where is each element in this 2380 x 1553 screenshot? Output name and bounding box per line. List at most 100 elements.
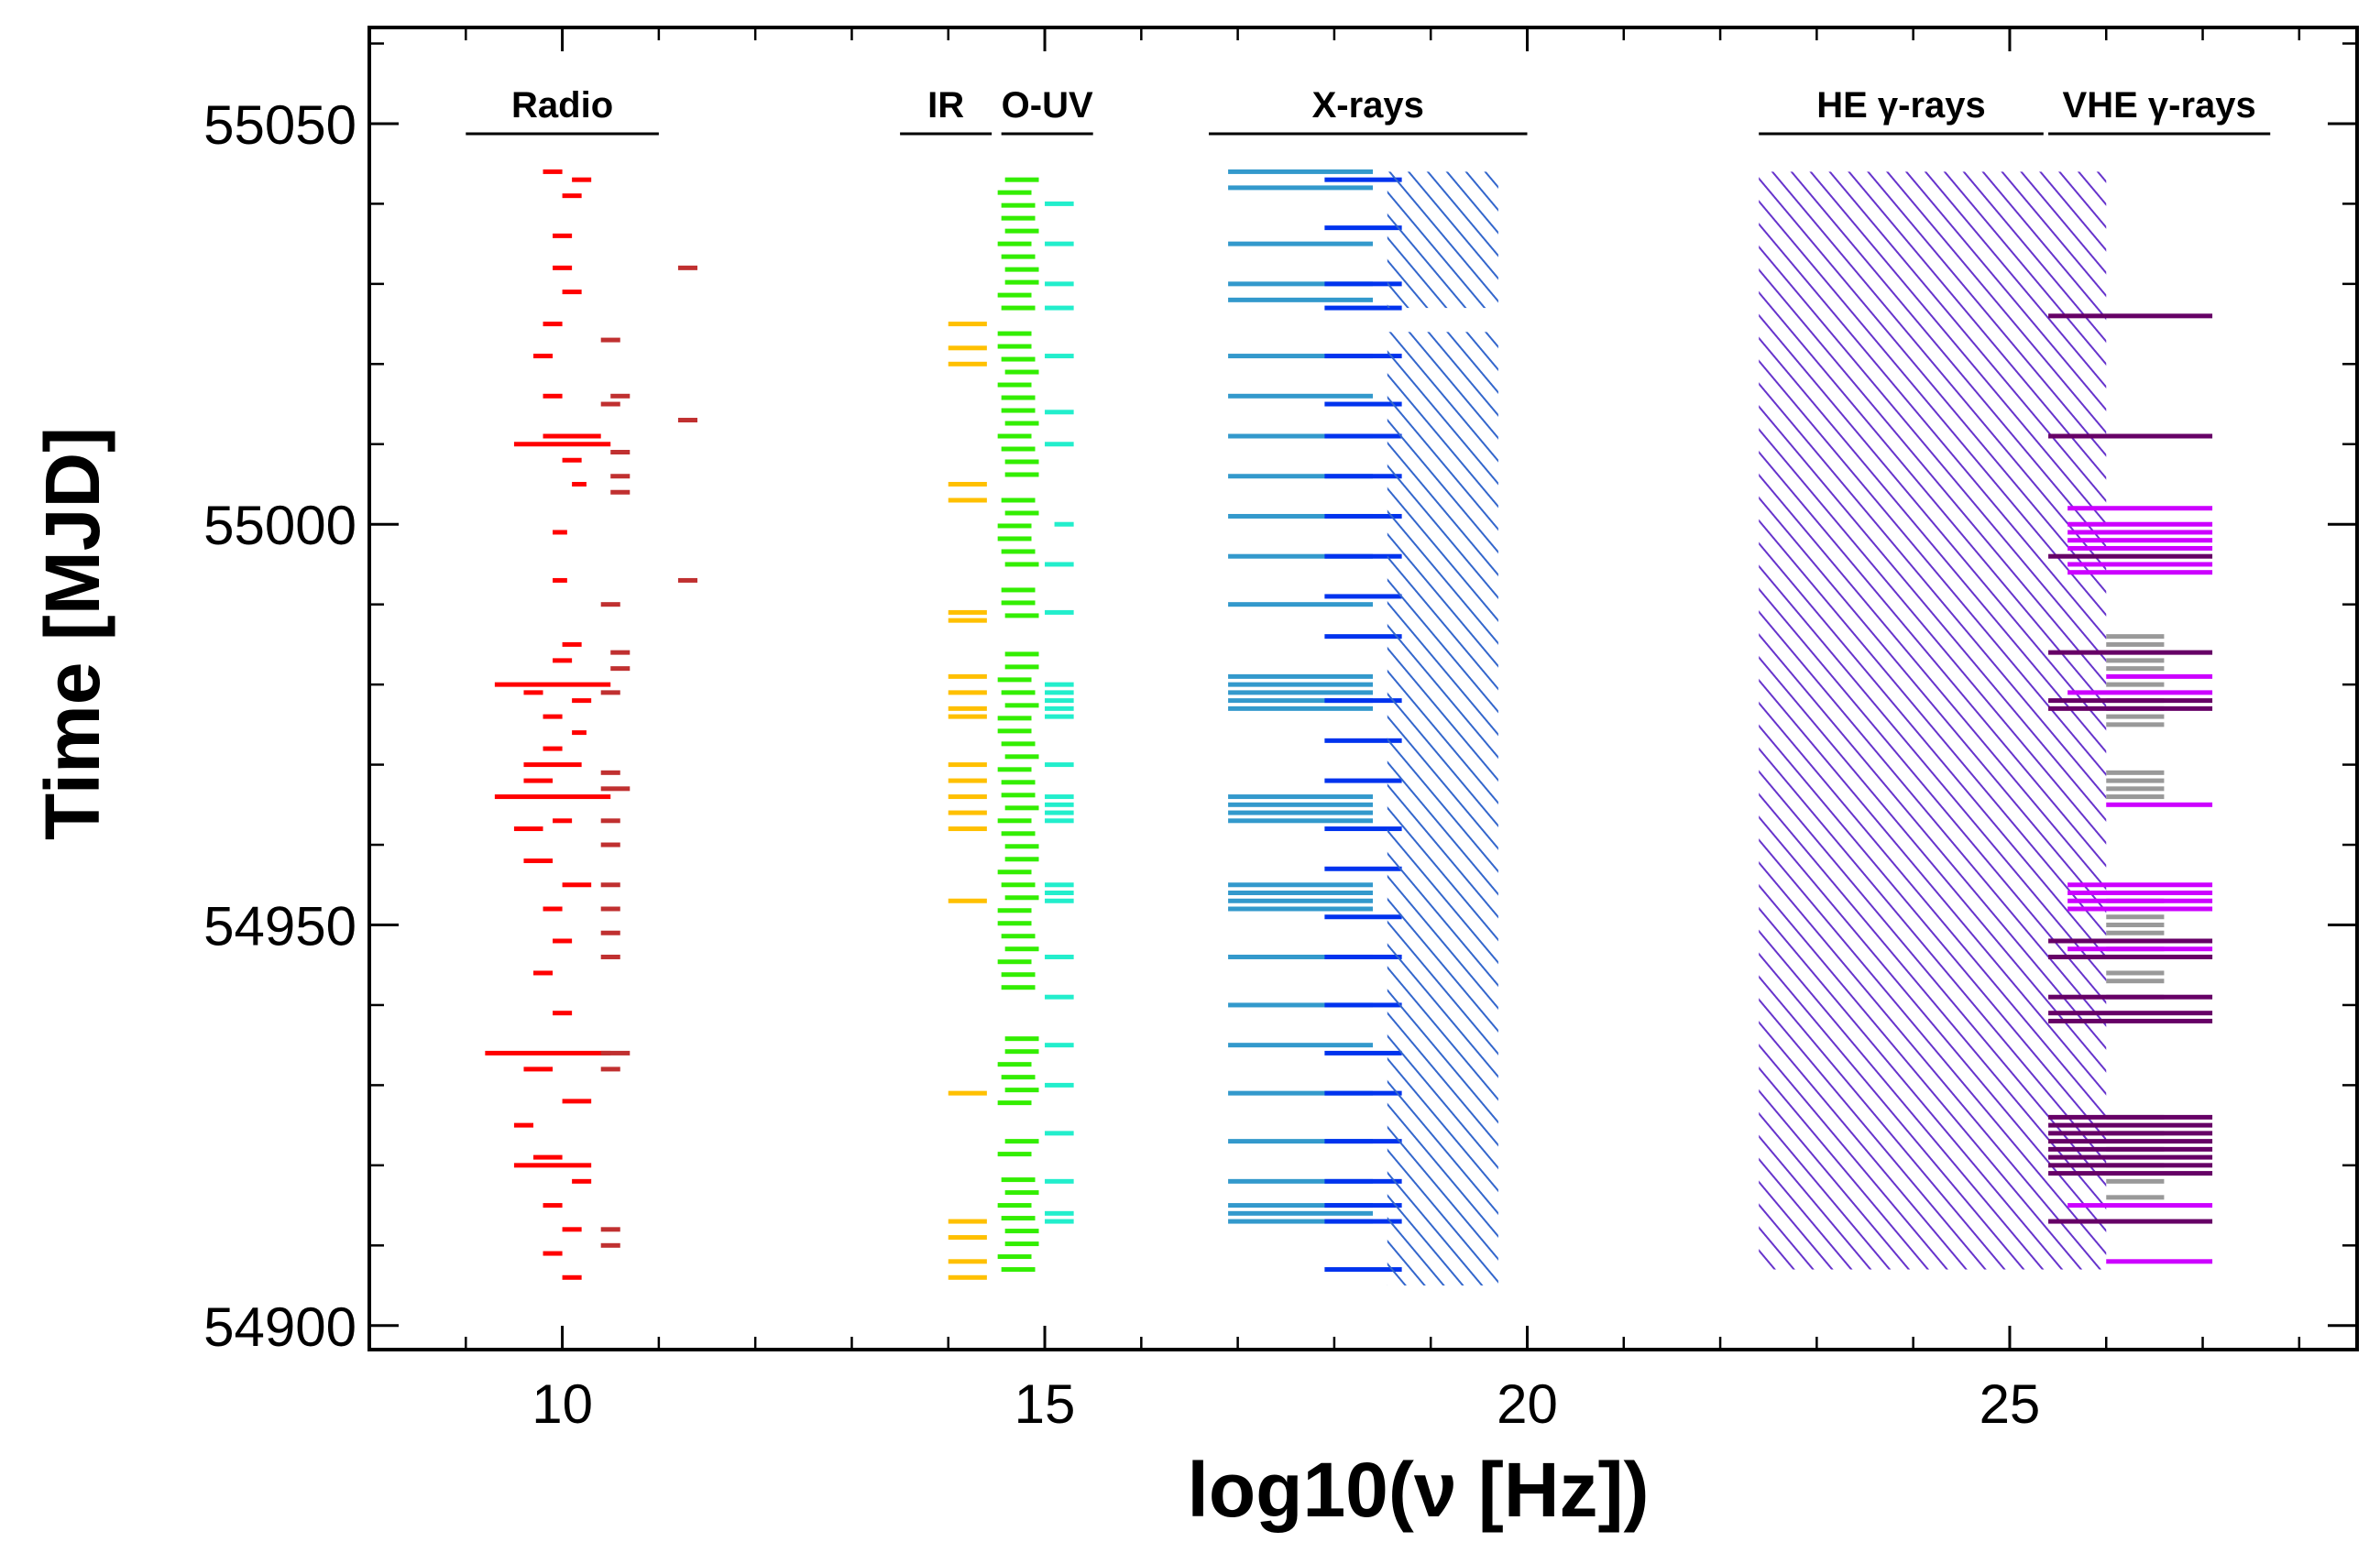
- series-whipple-veritas: [2067, 506, 2213, 1264]
- observation-segment: [1324, 305, 1402, 311]
- observation-segment: [600, 882, 620, 888]
- observation-segment: [2106, 658, 2165, 663]
- observation-segment: [1045, 994, 1074, 1000]
- observation-segment: [1228, 698, 1374, 704]
- observation-segment: [2048, 1171, 2213, 1176]
- observation-segment: [562, 457, 582, 463]
- observation-segment: [2048, 1122, 2213, 1128]
- data-series: [485, 169, 2213, 1286]
- observation-segment: [553, 938, 573, 944]
- observation-segment: [1004, 472, 1039, 477]
- observation-segment: [1045, 810, 1074, 815]
- observation-segment: [1228, 1219, 1374, 1224]
- observation-segment: [2106, 714, 2165, 719]
- observation-segment: [562, 1099, 592, 1104]
- series-fermi-lat: [1759, 171, 2107, 1270]
- observation-segment: [1045, 410, 1074, 415]
- observation-segment: [2067, 545, 2213, 551]
- observation-segment: [532, 1154, 563, 1160]
- observation-segment: [610, 666, 631, 672]
- observation-segment: [2106, 673, 2213, 679]
- observation-segment: [1228, 673, 1374, 679]
- observation-segment: [1045, 794, 1074, 800]
- observation-segment: [1228, 513, 1374, 519]
- observation-segment: [997, 677, 1032, 683]
- observation-segment: [1004, 510, 1039, 516]
- observation-segment: [600, 690, 620, 695]
- observation-segment: [1228, 433, 1374, 439]
- observation-segment: [1045, 891, 1074, 896]
- observation-segment: [1324, 1219, 1402, 1224]
- observation-segment: [1228, 281, 1374, 287]
- observation-segment: [997, 190, 1032, 195]
- observation-segment: [532, 354, 554, 359]
- observation-segment: [2048, 994, 2213, 1000]
- observation-segment: [543, 906, 563, 912]
- observation-segment: [494, 682, 611, 687]
- series-magic: [2106, 634, 2165, 1200]
- observation-segment: [2048, 433, 2213, 439]
- y-tick-label: 54900: [203, 1296, 356, 1358]
- observation-segment: [948, 1219, 987, 1224]
- observation-segment: [1228, 393, 1374, 399]
- observation-segment: [600, 954, 620, 959]
- observation-segment: [948, 705, 987, 711]
- observation-segment: [1004, 228, 1039, 234]
- observation-segment: [1001, 600, 1036, 606]
- observation-segment: [600, 930, 620, 935]
- observation-segment: [562, 1274, 582, 1280]
- observation-segment: [600, 602, 620, 607]
- observation-segment: [997, 716, 1032, 721]
- observation-segment: [1324, 354, 1402, 359]
- observation-segment: [2067, 506, 2213, 511]
- observation-segment: [1001, 690, 1036, 695]
- series-optical: [997, 177, 1039, 1273]
- observation-segment: [600, 1227, 620, 1232]
- observation-segment: [1228, 882, 1374, 888]
- observation-segment: [1004, 857, 1039, 862]
- observation-segment: [1045, 281, 1074, 287]
- observation-segment: [1324, 1139, 1402, 1144]
- observation-segment: [543, 393, 563, 399]
- observation-segment: [2106, 914, 2165, 920]
- observation-segment: [1001, 498, 1036, 503]
- observation-segment: [1228, 682, 1374, 687]
- observation-segment: [997, 241, 1032, 246]
- series-hard-x-rays-rxte-: [1324, 177, 1402, 1273]
- observation-segment: [1228, 1210, 1374, 1216]
- observation-segment: [948, 762, 987, 768]
- observation-segment: [948, 778, 987, 783]
- observation-segment: [677, 577, 697, 583]
- observation-segment: [948, 1235, 987, 1241]
- observation-segment: [1228, 818, 1374, 824]
- observation-segment: [1001, 882, 1036, 888]
- observation-segment: [562, 193, 582, 199]
- observation-segment: [997, 818, 1032, 824]
- observation-segment: [2067, 570, 2213, 575]
- observation-segment: [1001, 1267, 1036, 1273]
- observation-segment: [948, 826, 987, 832]
- observation-segment: [600, 770, 620, 775]
- observation-segment: [2048, 313, 2213, 319]
- observation-segment: [677, 418, 697, 423]
- observation-segment: [1004, 946, 1039, 952]
- y-tick-label: 55000: [203, 495, 356, 556]
- observation-segment: [1324, 281, 1402, 287]
- observation-segment: [1004, 844, 1039, 849]
- observation-segment: [523, 690, 543, 695]
- observation-segment: [1004, 1049, 1039, 1055]
- observation-segment: [1324, 1203, 1402, 1208]
- observation-segment: [1001, 305, 1036, 311]
- observation-segment: [562, 641, 582, 647]
- observation-segment: [1004, 177, 1039, 182]
- observation-segment: [1004, 1036, 1039, 1042]
- observation-segment: [610, 474, 631, 479]
- observation-segment: [2067, 906, 2213, 912]
- observation-segment: [1001, 793, 1036, 798]
- observation-segment: [610, 489, 631, 495]
- observation-segment: [543, 1251, 563, 1256]
- observation-segment: [2106, 634, 2165, 640]
- observation-segment: [1324, 1002, 1402, 1008]
- observation-segment: [1045, 802, 1074, 807]
- observation-segment: [1228, 1090, 1374, 1096]
